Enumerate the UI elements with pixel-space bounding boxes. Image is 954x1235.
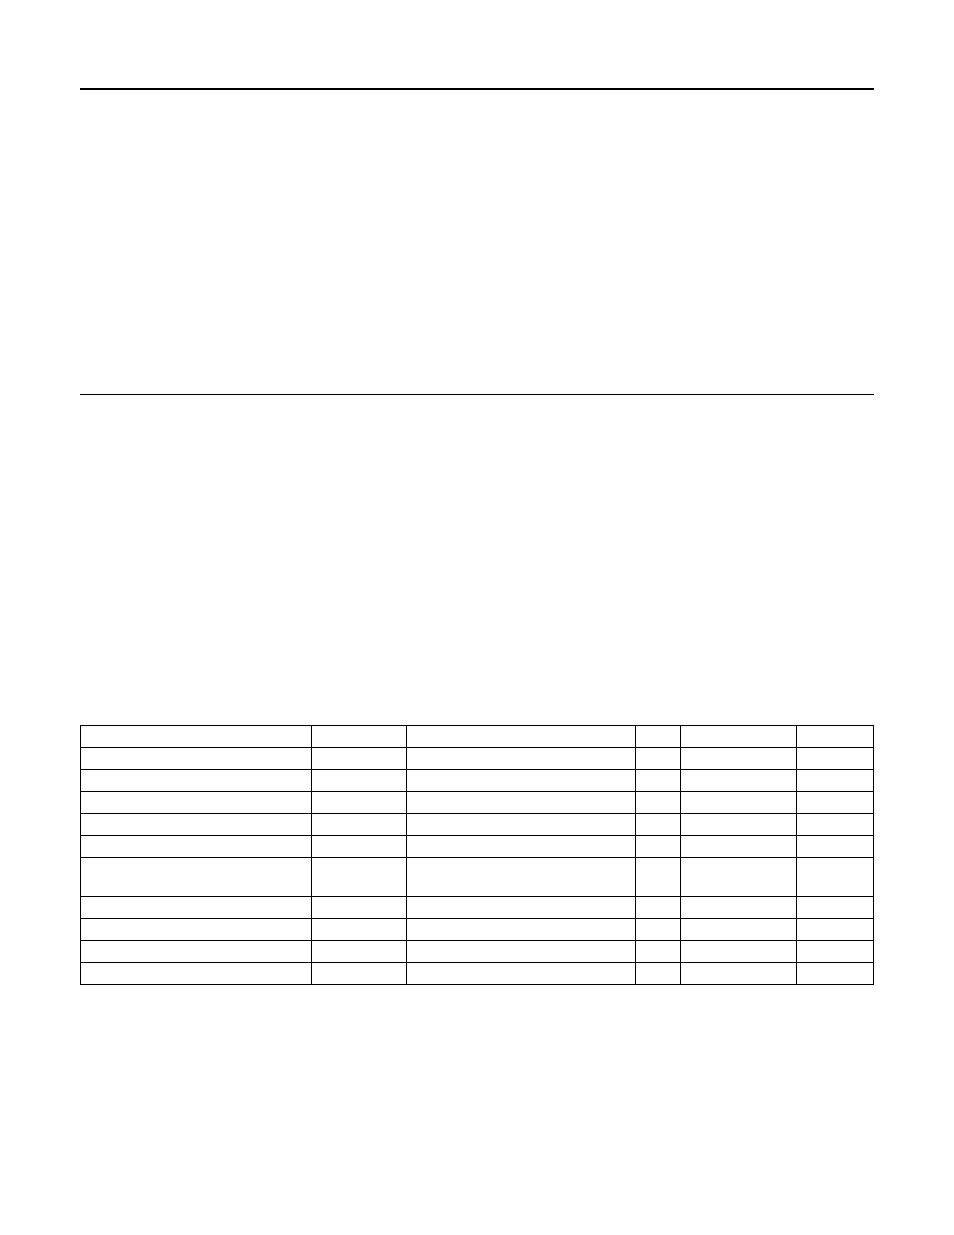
table-cell	[797, 748, 874, 770]
table-cell	[407, 858, 636, 897]
table-cell	[81, 858, 312, 897]
table-cell	[312, 941, 407, 963]
table-cell	[312, 963, 407, 985]
table-cell	[81, 963, 312, 985]
table-row	[81, 919, 874, 941]
horizontal-rule-mid	[80, 394, 874, 395]
table-cell	[636, 748, 680, 770]
table-row	[81, 963, 874, 985]
table-cell	[312, 836, 407, 858]
table-cell	[680, 814, 797, 836]
table-cell	[680, 836, 797, 858]
table-row	[81, 941, 874, 963]
table-row	[81, 836, 874, 858]
table-cell	[407, 792, 636, 814]
table-cell	[636, 836, 680, 858]
table-cell	[797, 858, 874, 897]
table-cell	[407, 748, 636, 770]
table-cell	[797, 726, 874, 748]
table-cell	[407, 836, 636, 858]
table-cell	[312, 919, 407, 941]
table-cell	[680, 726, 797, 748]
table-row	[81, 814, 874, 836]
table-cell	[797, 897, 874, 919]
table-cell	[407, 897, 636, 919]
table-cell	[636, 963, 680, 985]
table-cell	[680, 858, 797, 897]
table-cell	[680, 770, 797, 792]
table-cell	[797, 836, 874, 858]
table-cell	[312, 748, 407, 770]
table-row	[81, 792, 874, 814]
table-cell	[81, 770, 312, 792]
table-cell	[680, 897, 797, 919]
table-cell	[680, 941, 797, 963]
table-cell	[636, 858, 680, 897]
table-cell	[81, 836, 312, 858]
table-cell	[312, 770, 407, 792]
table-cell	[81, 897, 312, 919]
data-table	[80, 725, 874, 985]
table-cell	[680, 748, 797, 770]
table-cell	[312, 726, 407, 748]
table-cell	[797, 963, 874, 985]
table-cell	[797, 770, 874, 792]
table-row	[81, 858, 874, 897]
table-cell	[636, 770, 680, 792]
table-cell	[636, 941, 680, 963]
table-cell	[636, 726, 680, 748]
table-cell	[407, 941, 636, 963]
table-cell	[636, 792, 680, 814]
table-cell	[636, 814, 680, 836]
table-row	[81, 897, 874, 919]
table-cell	[81, 919, 312, 941]
table-cell	[680, 919, 797, 941]
table-cell	[636, 919, 680, 941]
table-cell	[407, 963, 636, 985]
table-row	[81, 726, 874, 748]
horizontal-rule-top	[80, 88, 874, 90]
table-cell	[312, 897, 407, 919]
table-body	[81, 726, 874, 985]
table-row	[81, 748, 874, 770]
table-cell	[81, 726, 312, 748]
table-cell	[312, 858, 407, 897]
table-cell	[407, 726, 636, 748]
table-row	[81, 770, 874, 792]
table-cell	[680, 792, 797, 814]
table-cell	[407, 814, 636, 836]
table-cell	[797, 814, 874, 836]
table-cell	[312, 814, 407, 836]
table-cell	[81, 814, 312, 836]
document-page	[0, 0, 954, 1235]
table-cell	[81, 941, 312, 963]
table-cell	[636, 897, 680, 919]
table-cell	[797, 941, 874, 963]
table-cell	[81, 748, 312, 770]
table-cell	[797, 792, 874, 814]
table-cell	[680, 963, 797, 985]
table-cell	[81, 792, 312, 814]
table-cell	[407, 919, 636, 941]
table-cell	[797, 919, 874, 941]
table-cell	[312, 792, 407, 814]
table-cell	[407, 770, 636, 792]
